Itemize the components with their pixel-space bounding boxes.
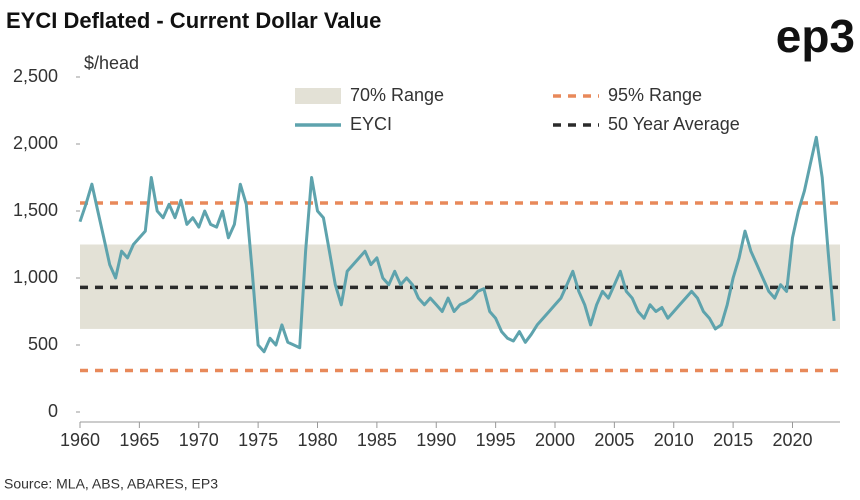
x-tick-label: 2020 [772,430,812,450]
y-tick-label: 2,500 [13,66,58,86]
x-tick-label: 1975 [238,430,278,450]
x-tick-label: 1965 [119,430,159,450]
y-tick-label: 1,000 [13,267,58,287]
y-tick-label: 1,500 [13,200,58,220]
source: Source: MLA, ABS, ABARES, EP3 [4,476,218,492]
y-axis-label: $/head [84,53,139,73]
y-tick-label: 500 [28,334,58,354]
x-tick-label: 2015 [713,430,753,450]
legend-label: EYCI [350,114,392,134]
x-tick-label: 1970 [179,430,219,450]
x-tick-label: 1960 [60,430,100,450]
logo: ep3 [776,10,855,62]
x-tick-label: 2010 [654,430,694,450]
x-tick-label: 2000 [535,430,575,450]
legend-label: 50 Year Average [608,114,740,134]
x-tick-label: 1985 [357,430,397,450]
legend-label: 95% Range [608,85,702,105]
x-tick-label: 2005 [594,430,634,450]
x-tick-label: 1990 [416,430,456,450]
chart-title: EYCI Deflated - Current Dollar Value [6,8,381,33]
y-tick-label: 2,000 [13,133,58,153]
x-tick-label: 1995 [476,430,516,450]
y-tick-label: 0 [48,401,58,421]
eyci-line [78,135,836,354]
x-tick-label: 1980 [297,430,337,450]
legend-label: 70% Range [350,85,444,105]
legend-swatch [295,88,341,104]
